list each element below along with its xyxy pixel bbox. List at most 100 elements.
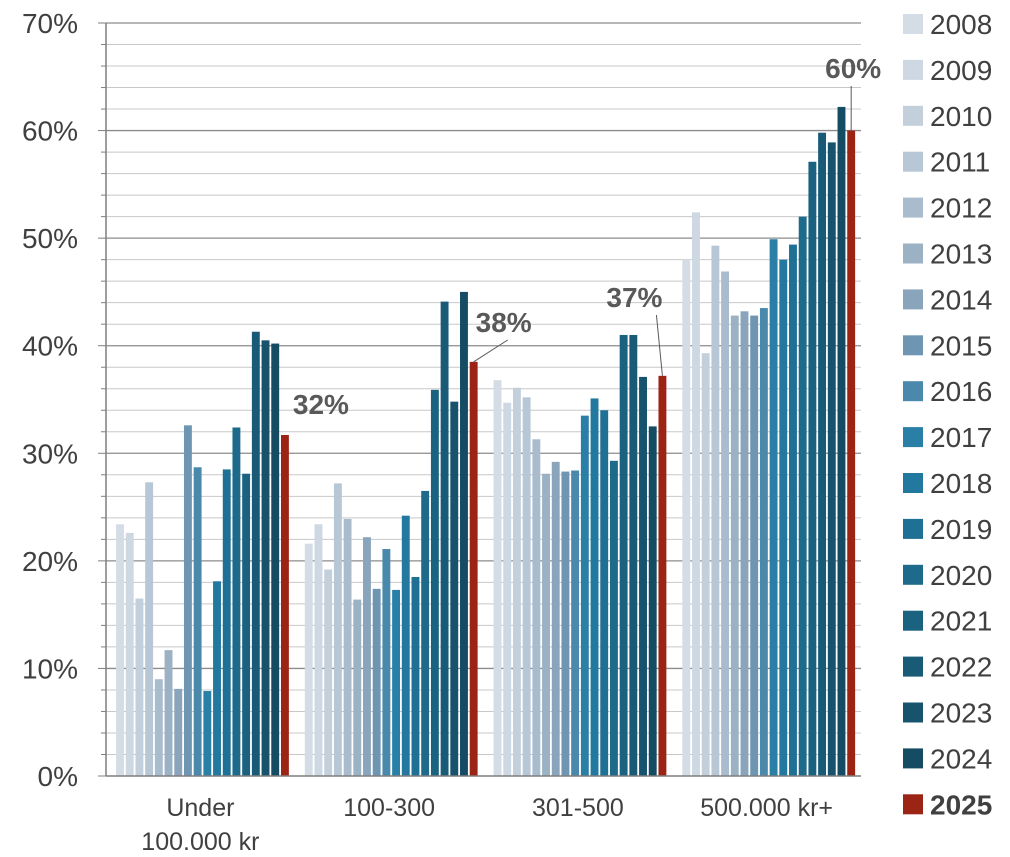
bar-2025: [847, 130, 856, 776]
bar-2016: [759, 308, 768, 776]
bar-2015: [183, 425, 192, 776]
y-tick-label: 60%: [22, 116, 78, 147]
bar-2015: [372, 588, 381, 776]
y-tick-label: 10%: [22, 653, 78, 684]
bar-2016: [193, 467, 202, 776]
legend-swatch: [903, 656, 923, 677]
legend: 2008 2009 2010 2011 2012 2013 2014 2015 2016 2017…: [903, 9, 992, 820]
bar-2024: [648, 426, 657, 776]
bar-2014: [551, 461, 560, 776]
bar-2016: [571, 470, 580, 776]
y-tick-label: 70%: [22, 8, 78, 39]
bar-2016: [382, 549, 391, 776]
data-label: 32%: [293, 389, 349, 420]
bar-2008: [493, 380, 502, 776]
bar-2009: [314, 524, 323, 776]
legend-swatch: [903, 243, 923, 264]
bar-2013: [542, 473, 550, 776]
bar-2017: [769, 239, 778, 777]
y-axis-ticks: 0% 10% 20% 30% 40% 50% 60% 70%: [22, 8, 78, 792]
bar-2023: [261, 340, 270, 776]
bar-2009: [503, 402, 512, 776]
bar-2010: [512, 387, 521, 776]
bar-2025: [469, 361, 478, 776]
data-label: 60%: [825, 53, 881, 84]
legend-label: 2015: [930, 330, 992, 361]
category-label: 100-300: [343, 794, 435, 822]
bar-2012: [532, 439, 541, 776]
legend-label: 2010: [930, 101, 992, 132]
bar-2013: [164, 650, 173, 776]
bar-2014: [363, 537, 371, 776]
legend-swatch: [903, 381, 923, 402]
bar-2012: [343, 518, 352, 776]
legend-label: 2009: [930, 55, 992, 86]
bar-2023: [450, 401, 459, 776]
legend-swatch: [903, 473, 923, 493]
bar-2024: [271, 343, 280, 776]
y-tick-label: 50%: [22, 223, 78, 254]
category-label: 500.000 kr+: [700, 794, 833, 822]
annotations: 32% 38% 37% 60%: [293, 53, 881, 420]
bar-2019: [222, 469, 231, 776]
legend-label: 2013: [930, 239, 992, 270]
bar-2011: [145, 482, 154, 776]
bar-2020: [232, 427, 241, 776]
legend-swatch: [903, 14, 923, 34]
bar-2021: [808, 161, 817, 776]
bar-2009: [125, 532, 134, 776]
bar-2019: [411, 576, 420, 776]
legend-label: 2023: [930, 698, 992, 729]
bar-2020: [798, 216, 807, 776]
bar-2019: [789, 244, 797, 777]
category-label: 301-500: [532, 794, 624, 822]
y-tick-label: 20%: [22, 546, 78, 577]
bar-2017: [203, 691, 212, 776]
bar-2021: [619, 334, 628, 776]
legend-swatch: [903, 794, 923, 815]
legend-label: 2014: [930, 284, 992, 315]
bar-2010: [701, 353, 710, 776]
bar-2015: [750, 315, 759, 776]
bars: [116, 106, 856, 777]
x-axis-categories: Under 100.000 kr 100-300 301-500 500.000 kr+: [141, 794, 833, 856]
bar-2017: [580, 415, 589, 776]
bar-2009: [692, 212, 700, 776]
bar-2011: [522, 397, 531, 776]
legend-label: 2017: [930, 422, 992, 453]
bar-2018: [213, 581, 221, 776]
bar-2025: [280, 435, 289, 776]
leader-line: [655, 314, 663, 376]
legend-swatch: [903, 702, 923, 723]
bar-2012: [721, 271, 730, 776]
legend-label: 2022: [930, 652, 992, 683]
legend-swatch: [903, 610, 923, 631]
legend-label: 2020: [930, 560, 992, 591]
bar-2008: [682, 259, 691, 776]
legend-label: 2016: [930, 376, 992, 407]
bar-2014: [740, 311, 749, 776]
legend-swatch: [903, 518, 923, 539]
bar-2019: [600, 410, 609, 776]
bar-2008: [304, 543, 313, 776]
bar-2012: [154, 679, 163, 776]
bar-2018: [779, 259, 788, 776]
bar-2015: [561, 471, 570, 776]
legend-label: 2021: [930, 606, 992, 637]
bar-2020: [421, 490, 430, 776]
bar-2010: [324, 569, 333, 776]
legend-swatch: [903, 151, 923, 172]
legend-swatch: [903, 748, 923, 769]
bar-2011: [333, 483, 342, 776]
leader-line: [473, 339, 508, 363]
legend-swatch: [903, 59, 923, 80]
legend-swatch: [903, 427, 923, 448]
bar-2024: [460, 291, 468, 776]
y-tick-label: 40%: [22, 331, 78, 362]
bar-2022: [818, 132, 827, 777]
legend-label: 2018: [930, 468, 992, 499]
legend-label: 2008: [930, 9, 992, 40]
bar-2025: [658, 375, 667, 776]
legend-swatch: [903, 335, 923, 356]
